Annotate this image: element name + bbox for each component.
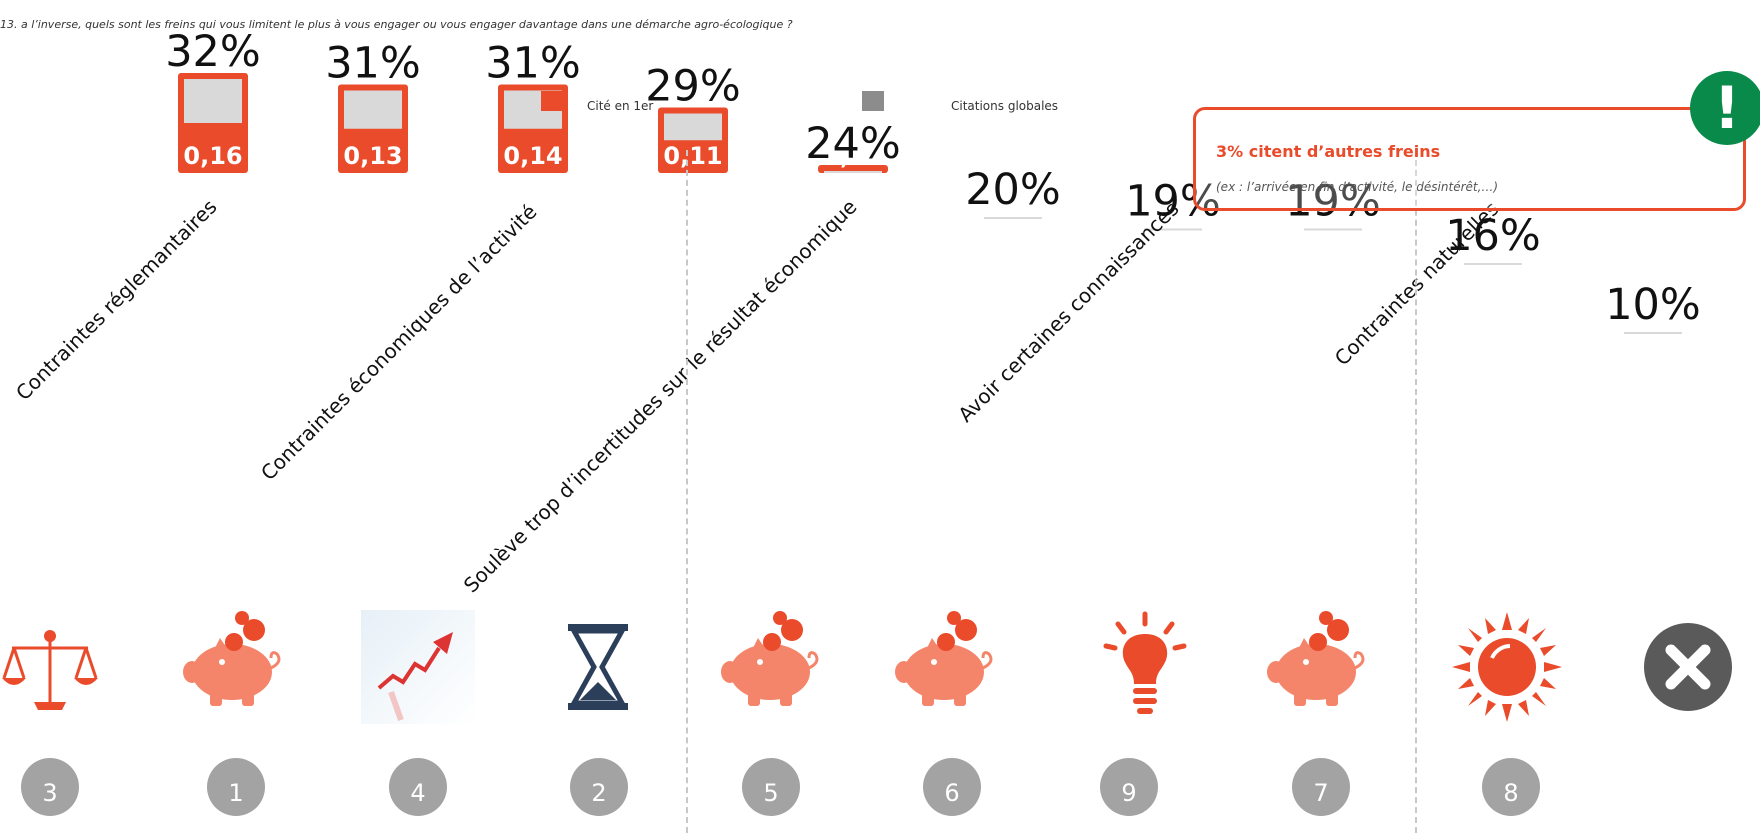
rank-badge: 5 (742, 758, 800, 816)
percent-label: 24% (805, 119, 901, 169)
section-divider (686, 150, 688, 833)
bar-group: 0,13 (338, 84, 408, 173)
lightbulb-icon (1103, 611, 1187, 714)
sun-icon (1452, 612, 1562, 722)
percent-label: 10% (1605, 280, 1701, 330)
close-icon (1644, 623, 1732, 711)
balance-scale-icon (2, 630, 98, 710)
bar-inner (1464, 263, 1522, 265)
section-divider (1415, 150, 1417, 833)
bar-group (1624, 332, 1682, 334)
rank-badge: 8 (1482, 758, 1540, 816)
other-barriers-callout: 3% citent d’autres freins (ex : l’arrivé… (1193, 107, 1746, 211)
rank-badge: 3 (21, 758, 79, 816)
callout-title: 3% citent d’autres freins (1216, 142, 1441, 161)
callout-note: (ex : l’arrivée en fin d’activité, le dé… (1216, 180, 1499, 194)
piggy-bank-icon (721, 611, 819, 706)
bar-value-label: 0,07 (1143, 142, 1202, 170)
bar-value-label: 0,11 (663, 142, 722, 170)
bar-group: 0,16 (178, 73, 248, 173)
percent-label: 19% (1285, 177, 1381, 227)
bar-group: 0,09 (818, 142, 888, 173)
bar-inner (824, 171, 882, 173)
percent-label: 32% (165, 27, 261, 77)
legend-label-global: Citations globales (951, 99, 1059, 113)
bar-inner (344, 90, 402, 129)
bar-inner (1144, 228, 1202, 231)
hourglass-icon (568, 624, 628, 710)
rank-badge: 7 (1292, 758, 1350, 816)
percent-label: 16% (1445, 211, 1541, 261)
percent-label: 31% (485, 39, 581, 89)
category-label: Soulève trop d’incertitudes sur le résul… (459, 195, 862, 598)
category-label: Contraintes économiques de l’activité (256, 200, 542, 486)
bar-value-label: 0,09 (823, 142, 882, 170)
alert-icon: ! (1690, 71, 1760, 145)
bar-value-label: 0,14 (503, 142, 562, 170)
percent-label: 20% (965, 165, 1061, 215)
bar-inner (1304, 228, 1362, 231)
legend-swatch-global (862, 91, 884, 111)
bar-inner (1624, 332, 1682, 334)
legend-swatch-first (541, 91, 563, 111)
bar-inner (664, 113, 722, 141)
category-label: Avoir certaines connaissances (953, 197, 1183, 427)
question-text: 13. a l’inverse, quels sont les freins q… (0, 18, 793, 31)
rank-badge: 4 (389, 758, 447, 816)
bar-group: 0,07 (983, 142, 1043, 219)
rising-arrow-icon (361, 610, 475, 724)
bar-group: 0,06 (1303, 142, 1363, 231)
rank-badge: 1 (207, 758, 265, 816)
piggy-bank-icon (895, 611, 993, 706)
bar-value-label: 0,16 (183, 142, 242, 170)
rank-badge: 2 (570, 758, 628, 816)
bar-group: 0,11 (658, 107, 728, 173)
bar-value-label: 0,06 (1303, 142, 1362, 170)
bar-value-label: 0,07 (983, 142, 1042, 170)
percent-label: 29% (645, 62, 741, 112)
bar-inner (184, 79, 242, 123)
bar-value-label: 0,06 (1463, 142, 1522, 170)
piggy-bank-icon (183, 611, 281, 706)
piggy-bank-icon (1267, 611, 1365, 706)
rank-badge: 6 (923, 758, 981, 816)
bar-inner (984, 217, 1042, 219)
bar-group: 0,06 (1463, 142, 1523, 265)
bar-group: 0,07 (1143, 142, 1203, 231)
legend-label-first: Cité en 1er (587, 99, 654, 113)
rank-badge: 9 (1100, 758, 1158, 816)
percent-label: 31% (325, 39, 421, 89)
category-label: Contraintes réglemantaires (11, 195, 221, 405)
bar-value-label: 0,13 (343, 142, 402, 170)
